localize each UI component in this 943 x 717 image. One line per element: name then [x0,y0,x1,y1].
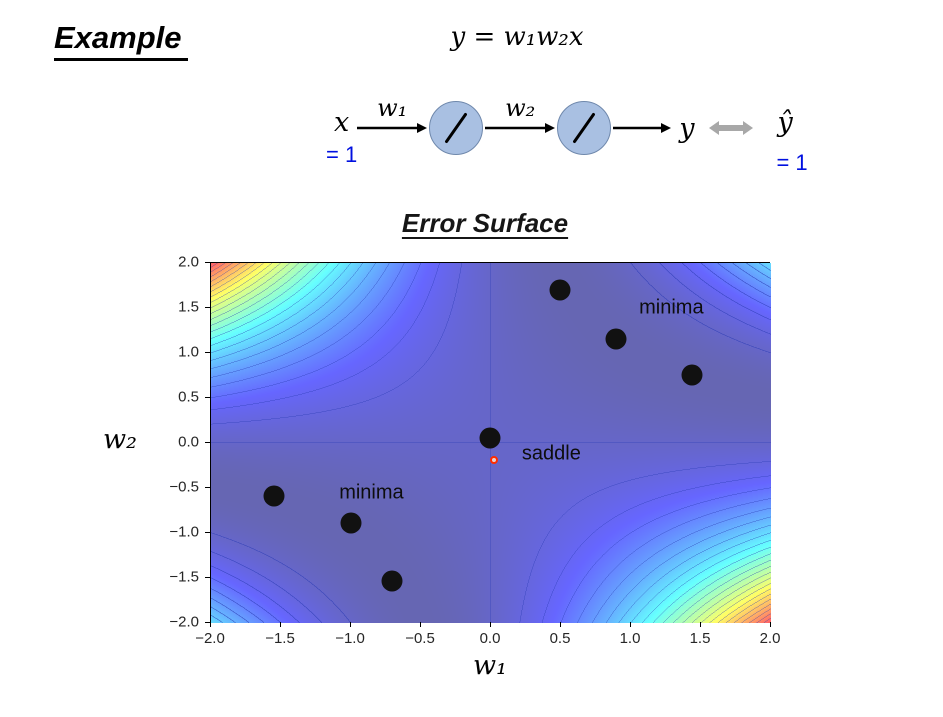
output-label: y [679,112,695,144]
x-tick-label: −0.5 [405,630,435,647]
start-point-marker [490,455,499,464]
y-tick-label: −1.0 [169,523,199,541]
y-tick-label: −0.5 [169,478,199,496]
y-axis-ticks: 2.0 1.5 1.0 0.5 0.0 −0.5 −1.0 −1.5 −2.0 [150,254,210,631]
tick-mark [205,397,210,398]
tick-mark [205,352,210,353]
trajectory-dot-minima-upper-right [605,328,627,350]
trajectory-dot-minima-lower-left [340,512,361,534]
model-equation: y = w₁w₂x [450,22,584,52]
x-tick-label: 1.0 [619,630,641,647]
tick-mark [420,622,421,627]
y-tick-label: −2.0 [169,613,199,631]
y-tick-label: 1.5 [178,298,199,316]
y-tick-label: 0.0 [178,433,199,451]
linear-activation-icon [572,112,596,144]
tick-mark [205,262,210,263]
y-tick-label: 1.0 [178,343,199,361]
tick-mark [700,622,701,627]
error-surface-heading: Error Surface [401,208,569,238]
trajectory-dot-saddle [479,427,501,449]
plot-overlay: minima saddle minima [211,263,769,621]
y-tick-label: 2.0 [178,253,199,271]
trajectory-dot-minima-upper-right [549,279,571,301]
network-diagram: x = 1 w₁ w₂ y ŷ = 1 [326,94,808,175]
x-axis-ticks: −2.0 −1.5 −1.0 −0.5 0.0 0.5 1.0 1.5 2.0 [195,622,780,648]
trajectory-dot-minima-lower-left [381,570,403,592]
x-tick-label: 0.5 [549,630,571,647]
tick-mark [280,622,281,627]
tick-mark [210,622,211,627]
trajectory-dot-minima-upper-right [681,364,703,386]
trajectory-dot-minima-lower-left [263,485,285,507]
input-value: = 1 [326,142,358,167]
x-tick-label: −1.5 [265,630,295,647]
tick-mark [560,622,561,627]
arrow-right-icon [485,123,556,133]
prediction-value: = 1 [776,150,808,175]
x-tick-label: 0.0 [479,630,501,647]
x-tick-label: −1.0 [335,630,365,647]
x-tick-label: −2.0 [195,630,225,647]
x-tick-label: 1.5 [689,630,711,647]
x-tick-label: 2.0 [759,630,781,647]
neuron-1 [429,101,484,155]
annotation-minima: minima [639,296,704,319]
y-tick-label: 0.5 [178,388,199,406]
tick-mark [205,487,210,488]
double-arrow-icon [709,121,754,135]
y-tick-label: −1.5 [169,568,199,586]
neuron-2 [557,101,612,155]
input-label: x [333,107,350,138]
tick-mark [205,577,210,578]
tick-mark [630,622,631,627]
input-group: x = 1 [326,108,357,168]
tick-mark [205,442,210,443]
plot-area: minima saddle minima [210,262,771,623]
prediction-group: ŷ = 1 [762,108,807,176]
tick-mark [490,622,491,627]
weight2-label: w₂ [505,94,536,122]
tick-mark [205,307,210,308]
weight2-group: w₂ [485,94,556,134]
arrow-right-icon [613,123,672,133]
weight1-label: w₁ [377,94,408,122]
annotation-minima: minima [339,481,404,504]
y-axis-label: w₂ [103,424,137,455]
x-axis-label: w₁ [473,650,507,681]
slide-title: Example [54,20,188,61]
annotation-saddle: saddle [521,442,581,465]
tick-mark [205,532,210,533]
prediction-label: ŷ [777,107,793,138]
tick-mark [350,622,351,627]
linear-activation-icon [444,112,468,144]
weight1-group: w₁ [357,94,428,134]
tick-mark [205,622,210,623]
tick-mark [770,622,771,627]
arrow-right-icon [357,123,428,133]
